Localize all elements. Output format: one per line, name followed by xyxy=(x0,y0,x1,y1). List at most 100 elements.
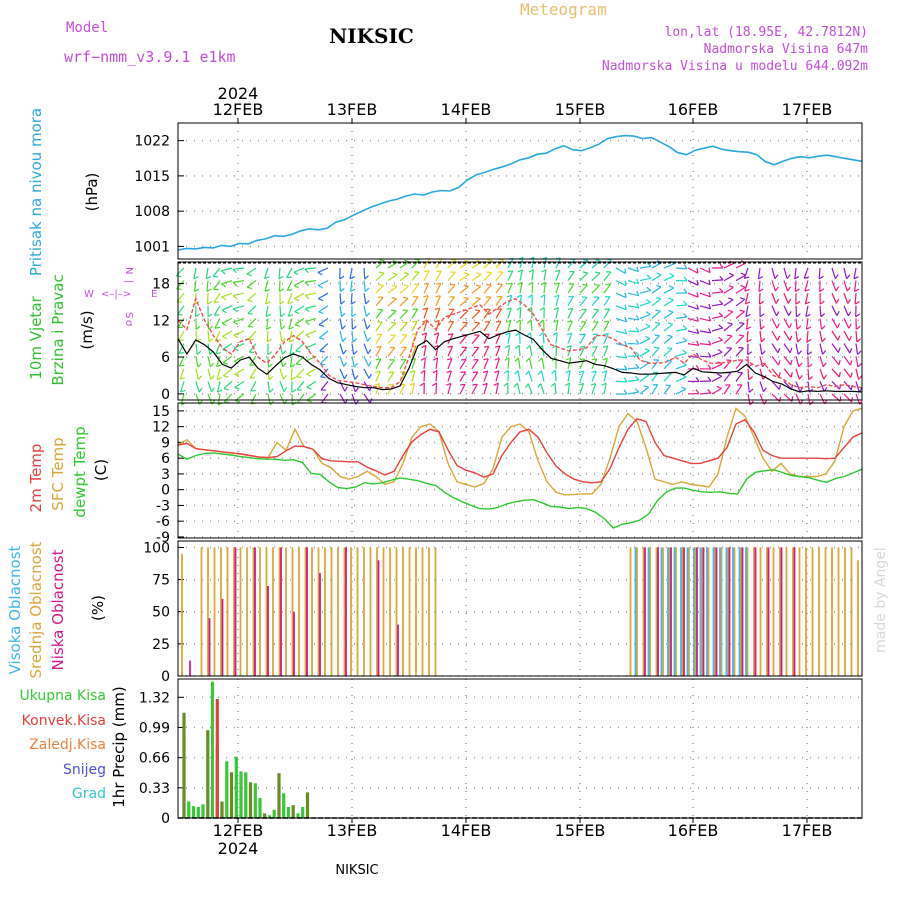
wind-barb-flag xyxy=(763,399,768,405)
wind-barb xyxy=(471,286,482,294)
panel-frames xyxy=(177,118,863,823)
wind-barb-flag xyxy=(391,297,397,300)
wind-barb-flag xyxy=(474,309,481,312)
wind-barb-flag xyxy=(553,307,559,311)
wind-barb-flag xyxy=(854,288,860,293)
wind-barb-flag xyxy=(233,334,239,339)
wind-barb-flag xyxy=(791,396,794,402)
wind-barb xyxy=(264,280,269,292)
wind-barb-flag xyxy=(514,370,519,375)
wind-barb xyxy=(675,352,687,357)
wind-barb xyxy=(320,368,329,378)
wind-barb-flag xyxy=(540,294,546,299)
wind-barb xyxy=(855,330,858,343)
wind-barb-flag xyxy=(635,363,640,369)
wind-barb xyxy=(495,308,503,319)
wind-barb-flag xyxy=(475,296,481,300)
wind-barb xyxy=(519,294,522,306)
wind-barb xyxy=(758,280,761,292)
y-tick-label: 1001 xyxy=(134,239,170,255)
wind-barb-flag xyxy=(376,345,382,348)
precip-total-bar xyxy=(210,681,215,818)
wind-barb xyxy=(639,325,651,332)
wind-barb xyxy=(249,355,257,366)
wind-barb-flag xyxy=(740,284,746,288)
wind-barb xyxy=(831,368,840,378)
wind-barb xyxy=(675,328,687,332)
wind-barb xyxy=(459,334,468,344)
wind-barb xyxy=(207,356,211,368)
wind-barb xyxy=(279,318,282,330)
y-tick-label: 100 xyxy=(143,540,170,556)
wind-barb-flag xyxy=(516,294,522,298)
wind-barb xyxy=(804,280,809,292)
wind-barb xyxy=(771,280,776,292)
cloud-ylabel-low: Niska Oblacnost xyxy=(49,549,67,670)
wind-barb-flag xyxy=(579,358,585,361)
wind-barb xyxy=(783,330,791,341)
wind-barb xyxy=(423,307,429,319)
temp-ylabel-dewpt: dewpt Temp xyxy=(71,426,89,517)
wind-barb-flag xyxy=(682,337,688,342)
wind-barb xyxy=(459,310,469,319)
wind-barb-flag xyxy=(504,344,510,349)
wind-barb-flag xyxy=(493,370,500,374)
wind-barb-flag xyxy=(635,351,640,357)
wind-barb-flag xyxy=(667,334,673,338)
wind-barb-flag xyxy=(217,389,223,393)
wind-barb xyxy=(278,267,281,280)
wind-barb-flag xyxy=(209,362,215,368)
wind-barb-flag xyxy=(823,374,827,380)
wind-barb-flag xyxy=(787,286,791,292)
wind-barb xyxy=(305,292,317,296)
wind-barb xyxy=(663,348,673,357)
wind-barb-flag xyxy=(854,300,860,305)
wind-barb-flag xyxy=(746,338,752,343)
wind-barb xyxy=(387,298,397,307)
wind-barb xyxy=(651,298,662,307)
wind-barb xyxy=(745,318,749,330)
wind-barb xyxy=(757,267,761,279)
wind-barb-flag xyxy=(506,294,512,298)
wind-barb-flag xyxy=(484,333,490,336)
wind-barb-flag xyxy=(858,375,863,380)
wind-barb-flag xyxy=(482,382,488,386)
precip-total-bar xyxy=(272,809,276,818)
wind-barb-flag xyxy=(378,271,385,274)
wind-barb-flag xyxy=(726,347,732,349)
wind-barb xyxy=(206,280,209,292)
wind-barb-flag xyxy=(850,372,853,378)
compass-rose: W <–|–> E N | S σ xyxy=(84,267,157,327)
y-tick-label: 9 xyxy=(161,435,170,451)
wind-barb-flag xyxy=(718,300,724,305)
wind-barb xyxy=(375,284,384,294)
wind-barb-flag xyxy=(579,345,586,348)
wind-barb xyxy=(387,335,396,344)
wind-barb xyxy=(735,286,746,294)
wind-barb xyxy=(699,343,711,346)
wind-barb-flag xyxy=(539,319,545,324)
wind-barb xyxy=(263,267,269,279)
wind-barb xyxy=(266,330,269,343)
wind-barb-flag xyxy=(234,373,240,377)
top-day-label: 14FEB xyxy=(441,100,492,119)
wind-barb-flag xyxy=(806,326,812,330)
precip-total-bar xyxy=(248,782,253,818)
wind-barb xyxy=(831,330,839,341)
wind-barb-flag xyxy=(195,313,201,318)
wind-barb xyxy=(783,305,790,316)
wind-barb xyxy=(675,316,687,319)
wind-barb xyxy=(459,298,469,307)
wind-barb-flag xyxy=(411,345,417,348)
wind-barb xyxy=(459,285,469,294)
wind-barb-flag xyxy=(603,320,610,323)
wind-barb-flag xyxy=(214,314,220,316)
wind-barb xyxy=(411,308,419,319)
wind-barb xyxy=(471,359,479,370)
wind-barb-flag xyxy=(624,341,628,347)
wind-barb-flag xyxy=(221,296,227,301)
precip-total-bar xyxy=(201,804,205,818)
wind-barb xyxy=(831,380,841,390)
wind-barb xyxy=(579,272,589,282)
wind-barb-flag xyxy=(604,308,610,310)
